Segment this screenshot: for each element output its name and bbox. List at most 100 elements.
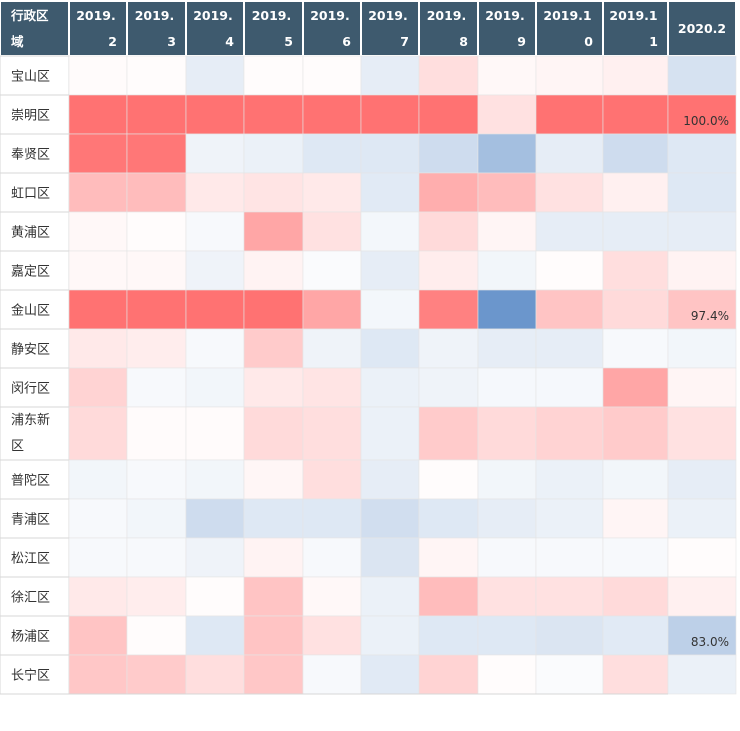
header-cell	[537, 2, 602, 55]
heatmap-cell	[535, 133, 604, 174]
heatmap-cell	[418, 55, 479, 96]
heatmap-cell	[418, 289, 479, 330]
heatmap-cell	[68, 576, 128, 617]
header-cell	[245, 2, 302, 55]
heatmap-cell	[243, 289, 304, 330]
heatmap-cell	[302, 211, 362, 252]
heatmap-cell	[185, 615, 245, 656]
heatmap-cell	[477, 94, 537, 135]
heatmap-cell	[602, 328, 669, 369]
row-label: 闵行区	[11, 382, 50, 397]
heatmap-cell	[302, 498, 362, 539]
heatmap-cell	[535, 55, 604, 96]
header-label: 2019.	[193, 8, 233, 23]
heatmap-cell	[535, 654, 604, 695]
heatmap-cell	[185, 211, 245, 252]
header-label: 4	[225, 34, 234, 49]
heatmap-cell	[602, 406, 669, 461]
heatmap-cell	[418, 615, 479, 656]
heatmap-cell	[418, 133, 479, 174]
header-cell	[70, 2, 126, 55]
header-label: 2019.1	[543, 8, 591, 23]
heatmap-cell	[477, 615, 537, 656]
heatmap-cell	[185, 250, 245, 291]
heatmap-cell	[477, 576, 537, 617]
heatmap-cell	[185, 328, 245, 369]
heatmap-cell	[477, 498, 537, 539]
row-label: 静安区	[11, 343, 50, 358]
header-label: 7	[400, 34, 409, 49]
heatmap-cell	[535, 367, 604, 408]
cell-value-label: 83.0%	[691, 635, 729, 649]
heatmap-cell	[360, 133, 420, 174]
heatmap-cell	[302, 55, 362, 96]
heatmap-cell	[667, 289, 737, 330]
cell-value-label: 100.0%	[683, 114, 729, 128]
heatmap-cell	[667, 576, 737, 617]
heatmap-cell	[243, 498, 304, 539]
heatmap-cell	[68, 537, 128, 578]
heatmap-cell	[68, 328, 128, 369]
heatmap-cell	[68, 498, 128, 539]
heatmap-cell	[667, 654, 737, 695]
heatmap-cell	[667, 406, 737, 461]
heatmap-cell	[68, 94, 128, 135]
heatmap-cell	[418, 537, 479, 578]
heatmap-cell	[68, 250, 128, 291]
heatmap-cell	[302, 328, 362, 369]
header-label: 2019.	[135, 8, 175, 23]
heatmap-cell	[243, 654, 304, 695]
row-label: 松江区	[11, 552, 50, 567]
row-label-cell	[0, 55, 70, 96]
header-label: 5	[284, 34, 293, 49]
heatmap-cell	[602, 459, 669, 500]
heatmap-cell	[535, 328, 604, 369]
row-label: 浦东新	[11, 412, 50, 428]
row-label: 嘉定区	[11, 265, 50, 280]
heatmap-cell	[477, 133, 537, 174]
heatmap-cell	[302, 94, 362, 135]
heatmap-cell	[535, 576, 604, 617]
heatmap-cell	[126, 367, 187, 408]
heatmap-cell	[418, 367, 479, 408]
heatmap-cell	[418, 211, 479, 252]
header-label: 2019.	[310, 8, 350, 23]
header-label: 1	[649, 34, 658, 49]
heatmap-cell	[360, 250, 420, 291]
heatmap-cell	[126, 576, 187, 617]
heatmap-cell	[126, 537, 187, 578]
row-label: 金山区	[11, 303, 50, 319]
heatmap-cell	[126, 55, 187, 96]
heatmap-cell	[185, 55, 245, 96]
heatmap-cell	[68, 615, 128, 656]
row-label: 普陀区	[11, 473, 50, 489]
heatmap-cell	[360, 498, 420, 539]
heatmap-cell	[602, 289, 669, 330]
heatmap-cell	[667, 537, 737, 578]
heatmap-cell	[243, 55, 304, 96]
heatmap-cell	[667, 250, 737, 291]
row-label: 黄浦区	[11, 226, 50, 241]
heatmap-cell	[185, 537, 245, 578]
heatmap-cell	[602, 172, 669, 213]
row-label: 崇明区	[11, 109, 50, 124]
heatmap-cell	[185, 172, 245, 213]
heatmap-cell	[535, 459, 604, 500]
row-label-cell	[0, 94, 70, 135]
heatmap-cell	[360, 537, 420, 578]
heatmap-cell	[126, 211, 187, 252]
heatmap-cell	[602, 537, 669, 578]
header-cell	[304, 2, 360, 55]
heatmap-cell	[477, 328, 537, 369]
heatmap-cell	[185, 654, 245, 695]
header-label: 0	[584, 34, 593, 49]
heatmap-cell	[185, 576, 245, 617]
heatmap-cell	[302, 367, 362, 408]
heatmap-cell	[360, 55, 420, 96]
heatmap-cell	[602, 654, 669, 695]
heatmap-cell	[185, 133, 245, 174]
header-cell	[604, 2, 667, 55]
heatmap-cell	[602, 133, 669, 174]
heatmap-cell	[126, 250, 187, 291]
